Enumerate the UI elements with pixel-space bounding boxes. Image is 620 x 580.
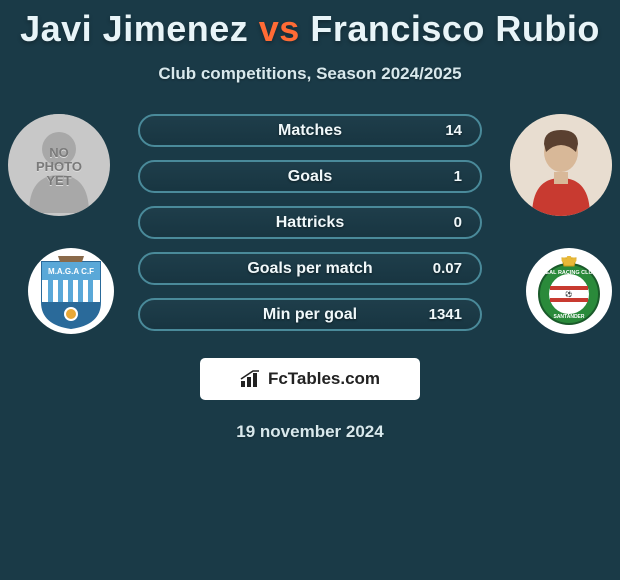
player1-avatar: NO PHOTO YET bbox=[8, 114, 110, 216]
stat-value: 1341 bbox=[429, 306, 462, 323]
comparison-title: Javi Jimenez vs Francisco Rubio bbox=[0, 0, 620, 50]
stat-label: Hattricks bbox=[276, 214, 344, 232]
chart-icon bbox=[240, 370, 262, 388]
stat-value: 0 bbox=[454, 214, 462, 231]
player1-name: Javi Jimenez bbox=[20, 8, 248, 49]
stat-row: Min per goal 1341 bbox=[138, 298, 482, 331]
malaga-crest-icon: M.A.G.A C.F bbox=[38, 252, 104, 330]
comparison-area: NO PHOTO YET M.A.G.A C.F bbox=[0, 112, 620, 342]
subtitle: Club competitions, Season 2024/2025 bbox=[0, 64, 620, 84]
stat-label: Min per goal bbox=[263, 306, 357, 324]
branding-box: FcTables.com bbox=[200, 358, 420, 400]
stat-row: Goals 1 bbox=[138, 160, 482, 193]
svg-text:YET: YET bbox=[46, 173, 71, 188]
stat-row: Hattricks 0 bbox=[138, 206, 482, 239]
player2-avatar bbox=[510, 114, 612, 216]
stat-value: 1 bbox=[454, 168, 462, 185]
date: 19 november 2024 bbox=[0, 422, 620, 442]
svg-text:PHOTO: PHOTO bbox=[36, 159, 82, 174]
stat-row: Goals per match 0.07 bbox=[138, 252, 482, 285]
player1-club-crest: M.A.G.A C.F bbox=[28, 248, 114, 334]
no-photo-placeholder: NO PHOTO YET bbox=[9, 114, 109, 216]
stat-value: 0.07 bbox=[433, 260, 462, 277]
player2-club-crest: REAL RACING CLUB SANTANDER ⚽ bbox=[526, 248, 612, 334]
vs-separator: vs bbox=[259, 8, 300, 49]
stat-label: Matches bbox=[278, 122, 342, 140]
stat-label: Goals per match bbox=[247, 260, 372, 278]
svg-text:REAL RACING CLUB: REAL RACING CLUB bbox=[542, 270, 597, 276]
stat-label: Goals bbox=[288, 168, 332, 186]
svg-text:M.A.G.A C.F: M.A.G.A C.F bbox=[48, 267, 94, 276]
svg-text:SANTANDER: SANTANDER bbox=[553, 314, 584, 320]
player2-name: Francisco Rubio bbox=[310, 8, 600, 49]
stat-value: 14 bbox=[445, 122, 462, 139]
racing-crest-icon: REAL RACING CLUB SANTANDER ⚽ bbox=[534, 256, 604, 326]
svg-text:NO: NO bbox=[49, 145, 69, 160]
svg-text:⚽: ⚽ bbox=[564, 290, 573, 298]
branding-name: FcTables.com bbox=[268, 369, 380, 389]
stat-row: Matches 14 bbox=[138, 114, 482, 147]
stat-rows: Matches 14 Goals 1 Hattricks 0 Goals per… bbox=[138, 114, 482, 344]
